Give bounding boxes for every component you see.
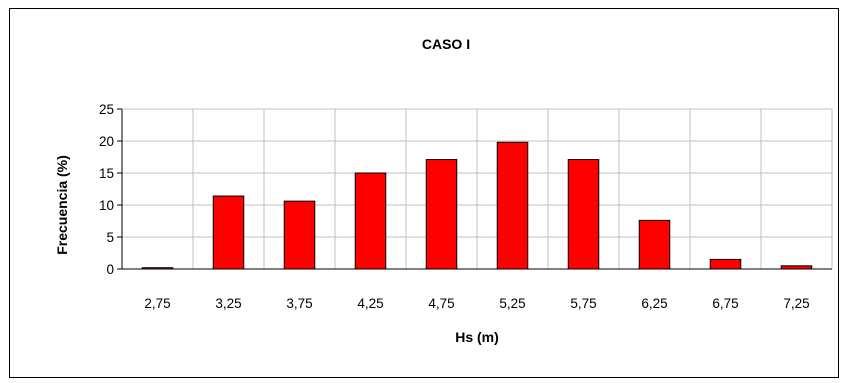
x-tick-label: 5,25 xyxy=(499,296,525,311)
y-tick-label: 10 xyxy=(99,198,114,213)
y-tick-label: 5 xyxy=(106,230,114,245)
x-tick-label: 2,75 xyxy=(144,296,170,311)
bar-4-25 xyxy=(354,172,387,270)
x-tick-label: 3,25 xyxy=(215,296,241,311)
y-tick-labels: 0 5 10 15 20 25 xyxy=(99,102,114,277)
x-tick-label: 5,75 xyxy=(570,296,596,311)
bar-6-25 xyxy=(638,219,671,270)
bar-5-75 xyxy=(567,159,600,270)
bar-6-75 xyxy=(709,258,742,270)
x-tick-labels: 2,75 3,25 3,75 4,25 4,75 5,25 5,75 6,25 6,75 7,25 xyxy=(144,296,809,311)
bars xyxy=(141,141,813,270)
axes xyxy=(117,108,832,270)
y-tick-label: 0 xyxy=(106,262,114,277)
x-tick-label: 6,75 xyxy=(712,296,738,311)
bar-3-75 xyxy=(283,200,316,270)
x-tick-label: 4,25 xyxy=(357,296,383,311)
y-axis-title: Frecuencia (%) xyxy=(54,155,70,255)
x-tick-label: 7,25 xyxy=(783,296,809,311)
x-tick-label: 3,75 xyxy=(286,296,312,311)
chart-frame xyxy=(9,8,839,378)
chart-title: CASO I xyxy=(422,36,470,52)
y-tick-label: 25 xyxy=(99,102,114,117)
y-tick-label: 20 xyxy=(99,134,114,149)
x-axis-title: Hs (m) xyxy=(455,329,499,345)
bar-5-25 xyxy=(496,141,529,270)
bar-3-25 xyxy=(212,195,245,270)
x-tick-label: 4,75 xyxy=(428,296,454,311)
bar-4-75 xyxy=(425,159,458,270)
y-tick-label: 15 xyxy=(99,166,114,181)
x-tick-label: 6,25 xyxy=(641,296,667,311)
